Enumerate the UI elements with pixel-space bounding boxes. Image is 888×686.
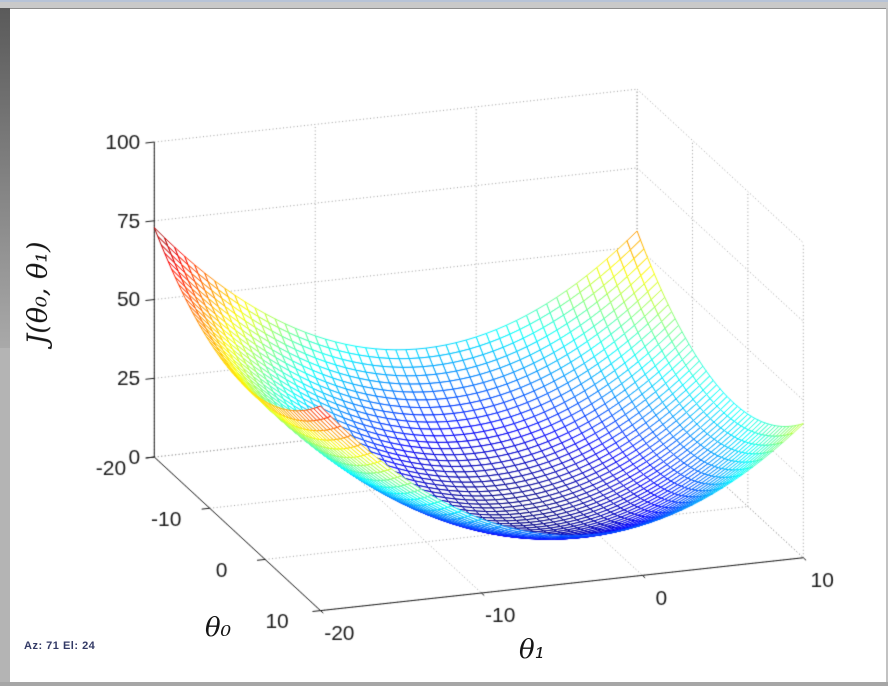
theta1-axis-label: θ₁ [518,635,546,665]
z-axis-label: J(θ₀, θ₁) [22,241,54,345]
top-strip-highlight [0,0,888,2]
right-edge-strip [886,8,888,682]
bottom-strip [0,682,888,686]
theta0-axis-label: θ₀ [204,613,232,643]
rotate-indicator: Az: 71 El: 24 [24,640,96,652]
left-edge-shadow [0,8,10,348]
top-strip [0,0,888,9]
